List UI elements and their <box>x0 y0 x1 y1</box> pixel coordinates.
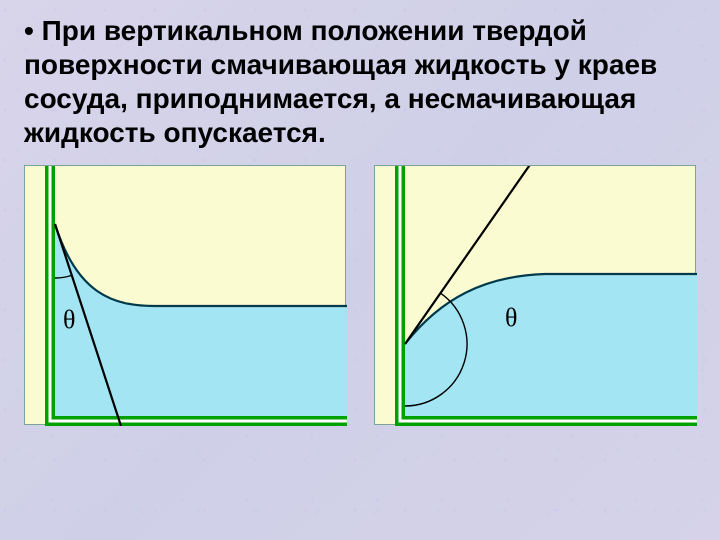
slide: • При вертикальном положении твердой пов… <box>0 0 720 540</box>
liquid-fill <box>55 224 347 416</box>
heading-line: При вертикальном положении твердой повер… <box>24 15 657 148</box>
theta-label: θ <box>505 303 517 332</box>
heading-text: • При вертикальном положении твердой пов… <box>0 0 720 161</box>
theta-label: θ <box>63 305 75 334</box>
liquid-fill <box>405 274 697 416</box>
panel-wetting: θ <box>24 165 346 425</box>
panel-nonwetting: θ <box>374 165 696 425</box>
bullet: • <box>24 15 34 46</box>
diagram-row: θ θ <box>0 161 720 425</box>
